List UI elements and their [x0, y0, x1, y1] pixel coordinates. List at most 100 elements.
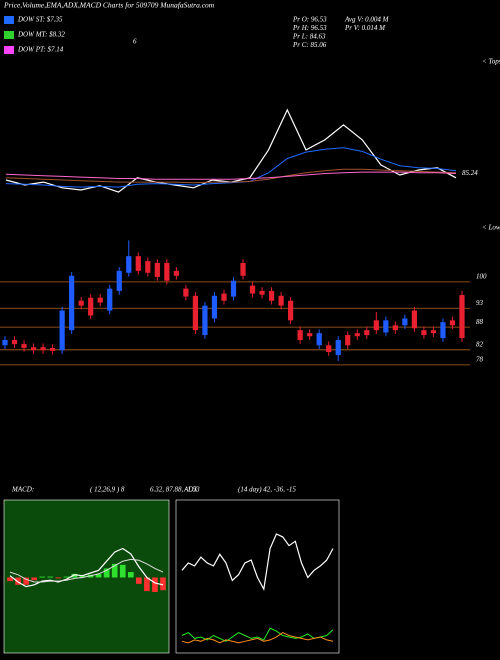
legend-label: DOW MT: $8.32 [17, 31, 65, 39]
histogram-bar [63, 576, 70, 578]
candle-body [116, 270, 122, 291]
candle-body [364, 330, 370, 336]
histogram-bar [23, 577, 29, 585]
candle-body [383, 320, 389, 333]
candle-body [183, 288, 189, 297]
histogram-bar [47, 576, 54, 578]
candle-body [459, 295, 465, 339]
panel-note: < Lows [482, 224, 500, 232]
candle-body [449, 320, 456, 326]
histogram-bar [111, 563, 118, 578]
y-tick-label: 93 [476, 299, 484, 307]
candle-body [326, 345, 332, 353]
candle-body [288, 300, 294, 321]
candle-body [268, 290, 275, 301]
candle-body [202, 305, 208, 336]
histogram-bar [79, 575, 86, 578]
candle-body [411, 310, 418, 329]
series-line [181, 627, 334, 642]
stat: Pr V: 0.014 M [344, 24, 386, 32]
candle-body [307, 333, 313, 337]
histogram-bar [119, 564, 126, 578]
histogram-bar [39, 576, 46, 578]
panel-frame [175, 499, 340, 654]
legend-swatch [4, 31, 14, 39]
candle-body [402, 318, 408, 326]
panel-note: < Tops [482, 58, 500, 66]
candle-body [335, 339, 341, 356]
candle-body [211, 295, 218, 319]
histogram-bar [71, 573, 78, 578]
series-line [181, 632, 334, 644]
legend-swatch [4, 46, 14, 54]
histogram-bar [144, 577, 150, 592]
histogram-bar [95, 573, 102, 578]
candle-body [11, 339, 18, 345]
histogram-bar [31, 577, 37, 581]
candle-body [78, 300, 84, 306]
candle-body [278, 295, 284, 306]
candle-body [345, 335, 351, 346]
candle-body [230, 280, 237, 297]
candle-body [30, 347, 37, 351]
last-value: 85.24 [462, 169, 478, 177]
series-line [5, 147, 457, 188]
candle-body [59, 310, 65, 351]
candle-body [154, 262, 160, 277]
candle-body [354, 333, 360, 337]
y-tick-label: 78 [476, 356, 484, 364]
stat: Pr O: 96.53 [292, 16, 327, 24]
panel-title: ADX [183, 486, 198, 494]
histogram-bar [15, 577, 21, 585]
candle-body [69, 275, 75, 331]
candle-body [240, 262, 246, 276]
histogram-bar [136, 577, 142, 584]
candle-body [164, 262, 170, 281]
stat: Pr H: 96.53 [292, 24, 327, 32]
candle-body [145, 261, 151, 273]
y-tick-label: 100 [476, 272, 487, 280]
candle-body [107, 288, 113, 311]
candle-body [2, 339, 8, 346]
candle-body [297, 330, 303, 340]
series-line [181, 533, 334, 591]
candle-body [316, 333, 322, 346]
candle-body [21, 344, 27, 348]
panel-readout: 6.32, 87.88, -1.53 [150, 486, 200, 494]
legend-label: DOW PT: $7.14 [17, 46, 64, 54]
candle-body [49, 347, 56, 351]
candle-body [249, 285, 256, 294]
y-tick-label: 82 [476, 340, 484, 348]
y-tick-label: 88 [476, 318, 484, 326]
histogram-bar [7, 577, 13, 582]
candle-body [430, 330, 437, 334]
candle-body [97, 297, 103, 303]
candle-body [440, 322, 446, 339]
histogram-bar [55, 577, 62, 579]
legend-swatch [4, 16, 14, 24]
candle-body [40, 347, 46, 351]
candle-body [126, 256, 132, 273]
histogram-bar [127, 572, 134, 578]
candle-body [221, 293, 227, 301]
candle-body [421, 330, 427, 336]
page-title: Price,Volume,EMA,ADX,MACD Charts for 509… [3, 1, 215, 10]
candle-body [373, 320, 379, 331]
legend-label: DOW ST: $7.35 [17, 16, 63, 24]
panel-title: MACD: [11, 486, 34, 494]
histogram-bar [160, 577, 166, 591]
stat: Pr C: 85.06 [292, 41, 327, 49]
candle-body [392, 325, 398, 331]
panel-params: ( 12,26,9 ) 8 [90, 486, 125, 494]
panel-readout: (14 day) 42, -36, -15 [238, 486, 296, 494]
stat: Avg V: 0.004 M [344, 16, 390, 24]
series-line [9, 547, 164, 588]
series-line [5, 171, 457, 180]
series-line [5, 168, 457, 184]
candle-body [135, 256, 141, 271]
histogram-bar [103, 568, 110, 578]
candle-body [192, 295, 199, 331]
histogram-bar [152, 577, 158, 592]
